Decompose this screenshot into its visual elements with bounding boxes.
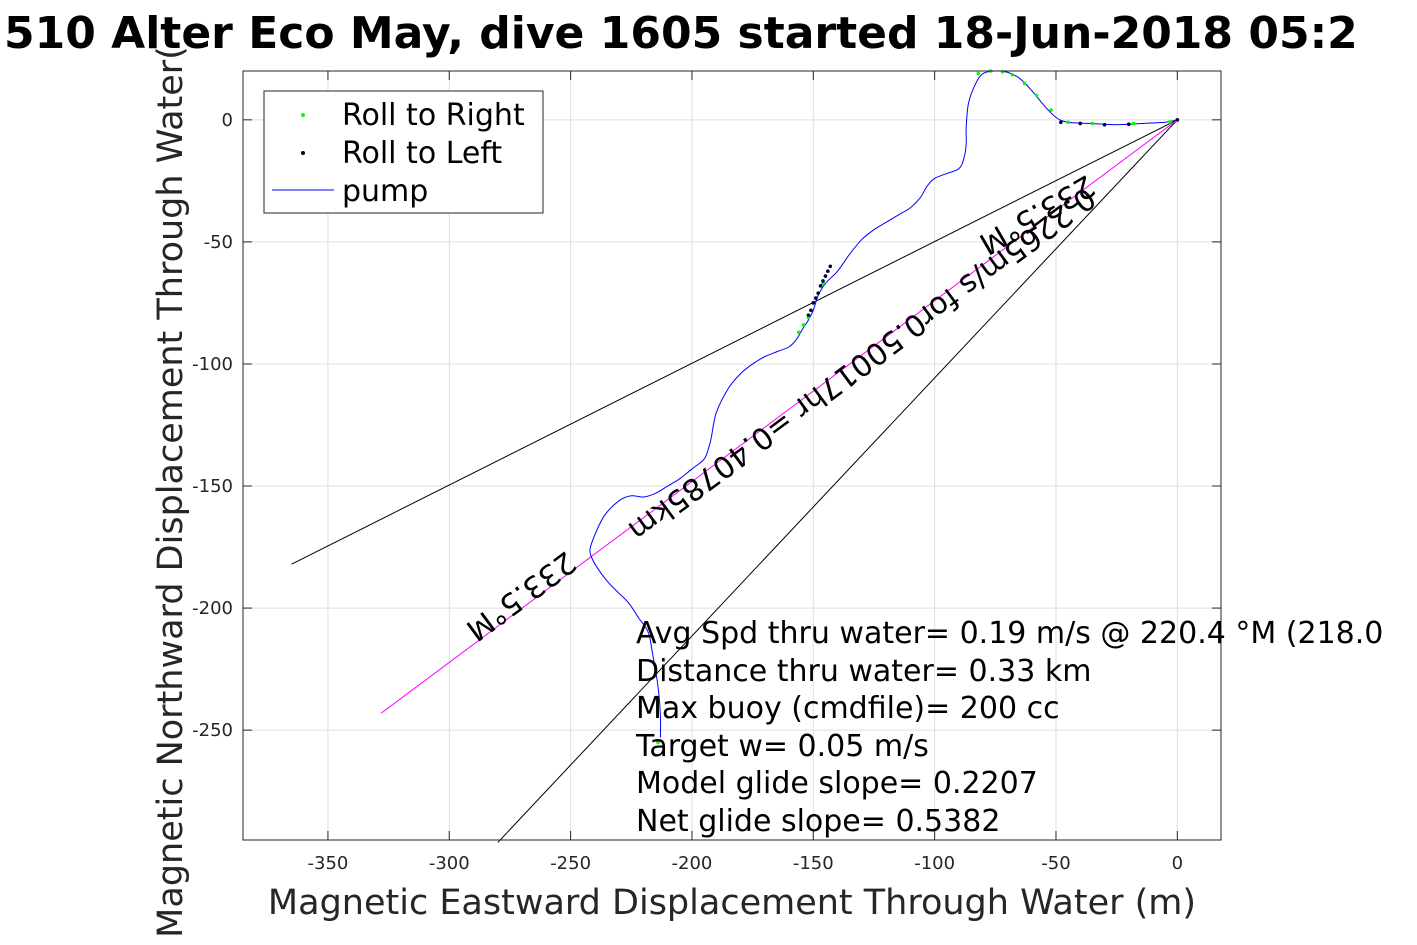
legend-label-roll-right: Roll to Right [342,98,525,133]
roll-to-right-point [796,330,801,335]
legend-box [263,90,544,214]
annotation-max-buoy: Max buoy (cmdfile)= 200 cc [636,691,1060,726]
roll-to-left-point [1126,122,1131,127]
roll-to-right-point [1010,72,1015,77]
roll-to-right-point [1034,93,1039,98]
y-axis-label: Magnetic Northward Displacement Through … [151,46,191,938]
reference-line [381,119,1178,714]
chart-title: 510 Alter Eco May, dive 1605 started 18-… [4,8,1358,59]
roll-to-left-point [1102,122,1107,127]
roll-to-left-point [1175,118,1180,122]
annotation-target-w: Target w= 0.05 m/s [635,729,929,764]
x-tick-label: -300 [429,853,470,874]
roll-to-left-point [821,279,825,283]
y-tick-label: 0 [222,110,233,131]
y-tick-label: -250 [192,720,233,741]
roll-to-right-point [1090,121,1095,126]
roll-to-left-point [818,284,823,288]
legend-swatch-roll-left [301,151,305,155]
roll-to-right-point [1131,121,1136,126]
annotation-model-glide: Model glide slope= 0.2207 [636,766,1038,801]
roll-to-right-point [976,71,981,76]
y-tick-label: -50 [204,232,233,253]
legend-label-pump: pump [342,174,428,209]
roll-to-right-point [1022,81,1027,86]
axis-ticks: -350 -300 -250 -200 -150 -100 -50 0 0 -50 -100 -150… [192,71,1221,874]
roll-to-left-point [823,274,828,278]
x-tick-label: -250 [550,853,591,874]
stats-annotations: Avg Spd thru water= 0.19 m/s @ 220.4 °M … [635,616,1383,839]
reference-line [497,119,1178,843]
annotation-avg-speed: Avg Spd thru water= 0.19 m/s @ 220.4 °M … [636,616,1383,651]
roll-to-left-point [816,291,820,295]
y-tick-label: -200 [192,598,233,619]
roll-to-left-point [1059,120,1063,125]
roll-to-left-point [811,301,816,305]
x-axis-label: Magnetic Eastward Displacement Through W… [268,883,1196,923]
y-tick-label: -150 [192,476,233,497]
roll-to-right-point [656,740,660,745]
y-tick-label: -100 [192,354,233,375]
roll-to-left-point [828,264,833,269]
roll-to-right-point [1049,108,1053,112]
plot-frame [242,70,1222,841]
x-tick-label: -200 [672,853,713,874]
x-tick-label: -150 [793,853,834,874]
reference-lines [291,119,1178,843]
reference-line [291,119,1178,565]
roll-to-left-point [813,296,818,300]
roll-to-right-point [1000,69,1005,74]
roll-to-right-point [1066,120,1070,125]
legend-label-roll-left: Roll to Left [342,136,502,171]
roll-to-left-point [806,313,811,317]
x-tick-label: -50 [1041,853,1070,874]
roll-to-left-point [826,269,830,273]
roll-to-right-point [1168,119,1172,124]
annotation-net-glide: Net glide slope= 0.5382 [636,804,1000,839]
legend: Roll to Right Roll to Left pump [263,90,544,214]
x-tick-label: -350 [308,853,349,874]
x-tick-label: 0 [1172,853,1183,874]
annotation-distance: Distance thru water= 0.33 km [636,654,1091,689]
roll-to-right-point [801,323,806,327]
roll-to-left-point [1078,121,1083,126]
x-tick-label: -100 [914,853,955,874]
legend-swatch-roll-right [301,113,305,117]
roll-to-left-point [809,308,813,313]
